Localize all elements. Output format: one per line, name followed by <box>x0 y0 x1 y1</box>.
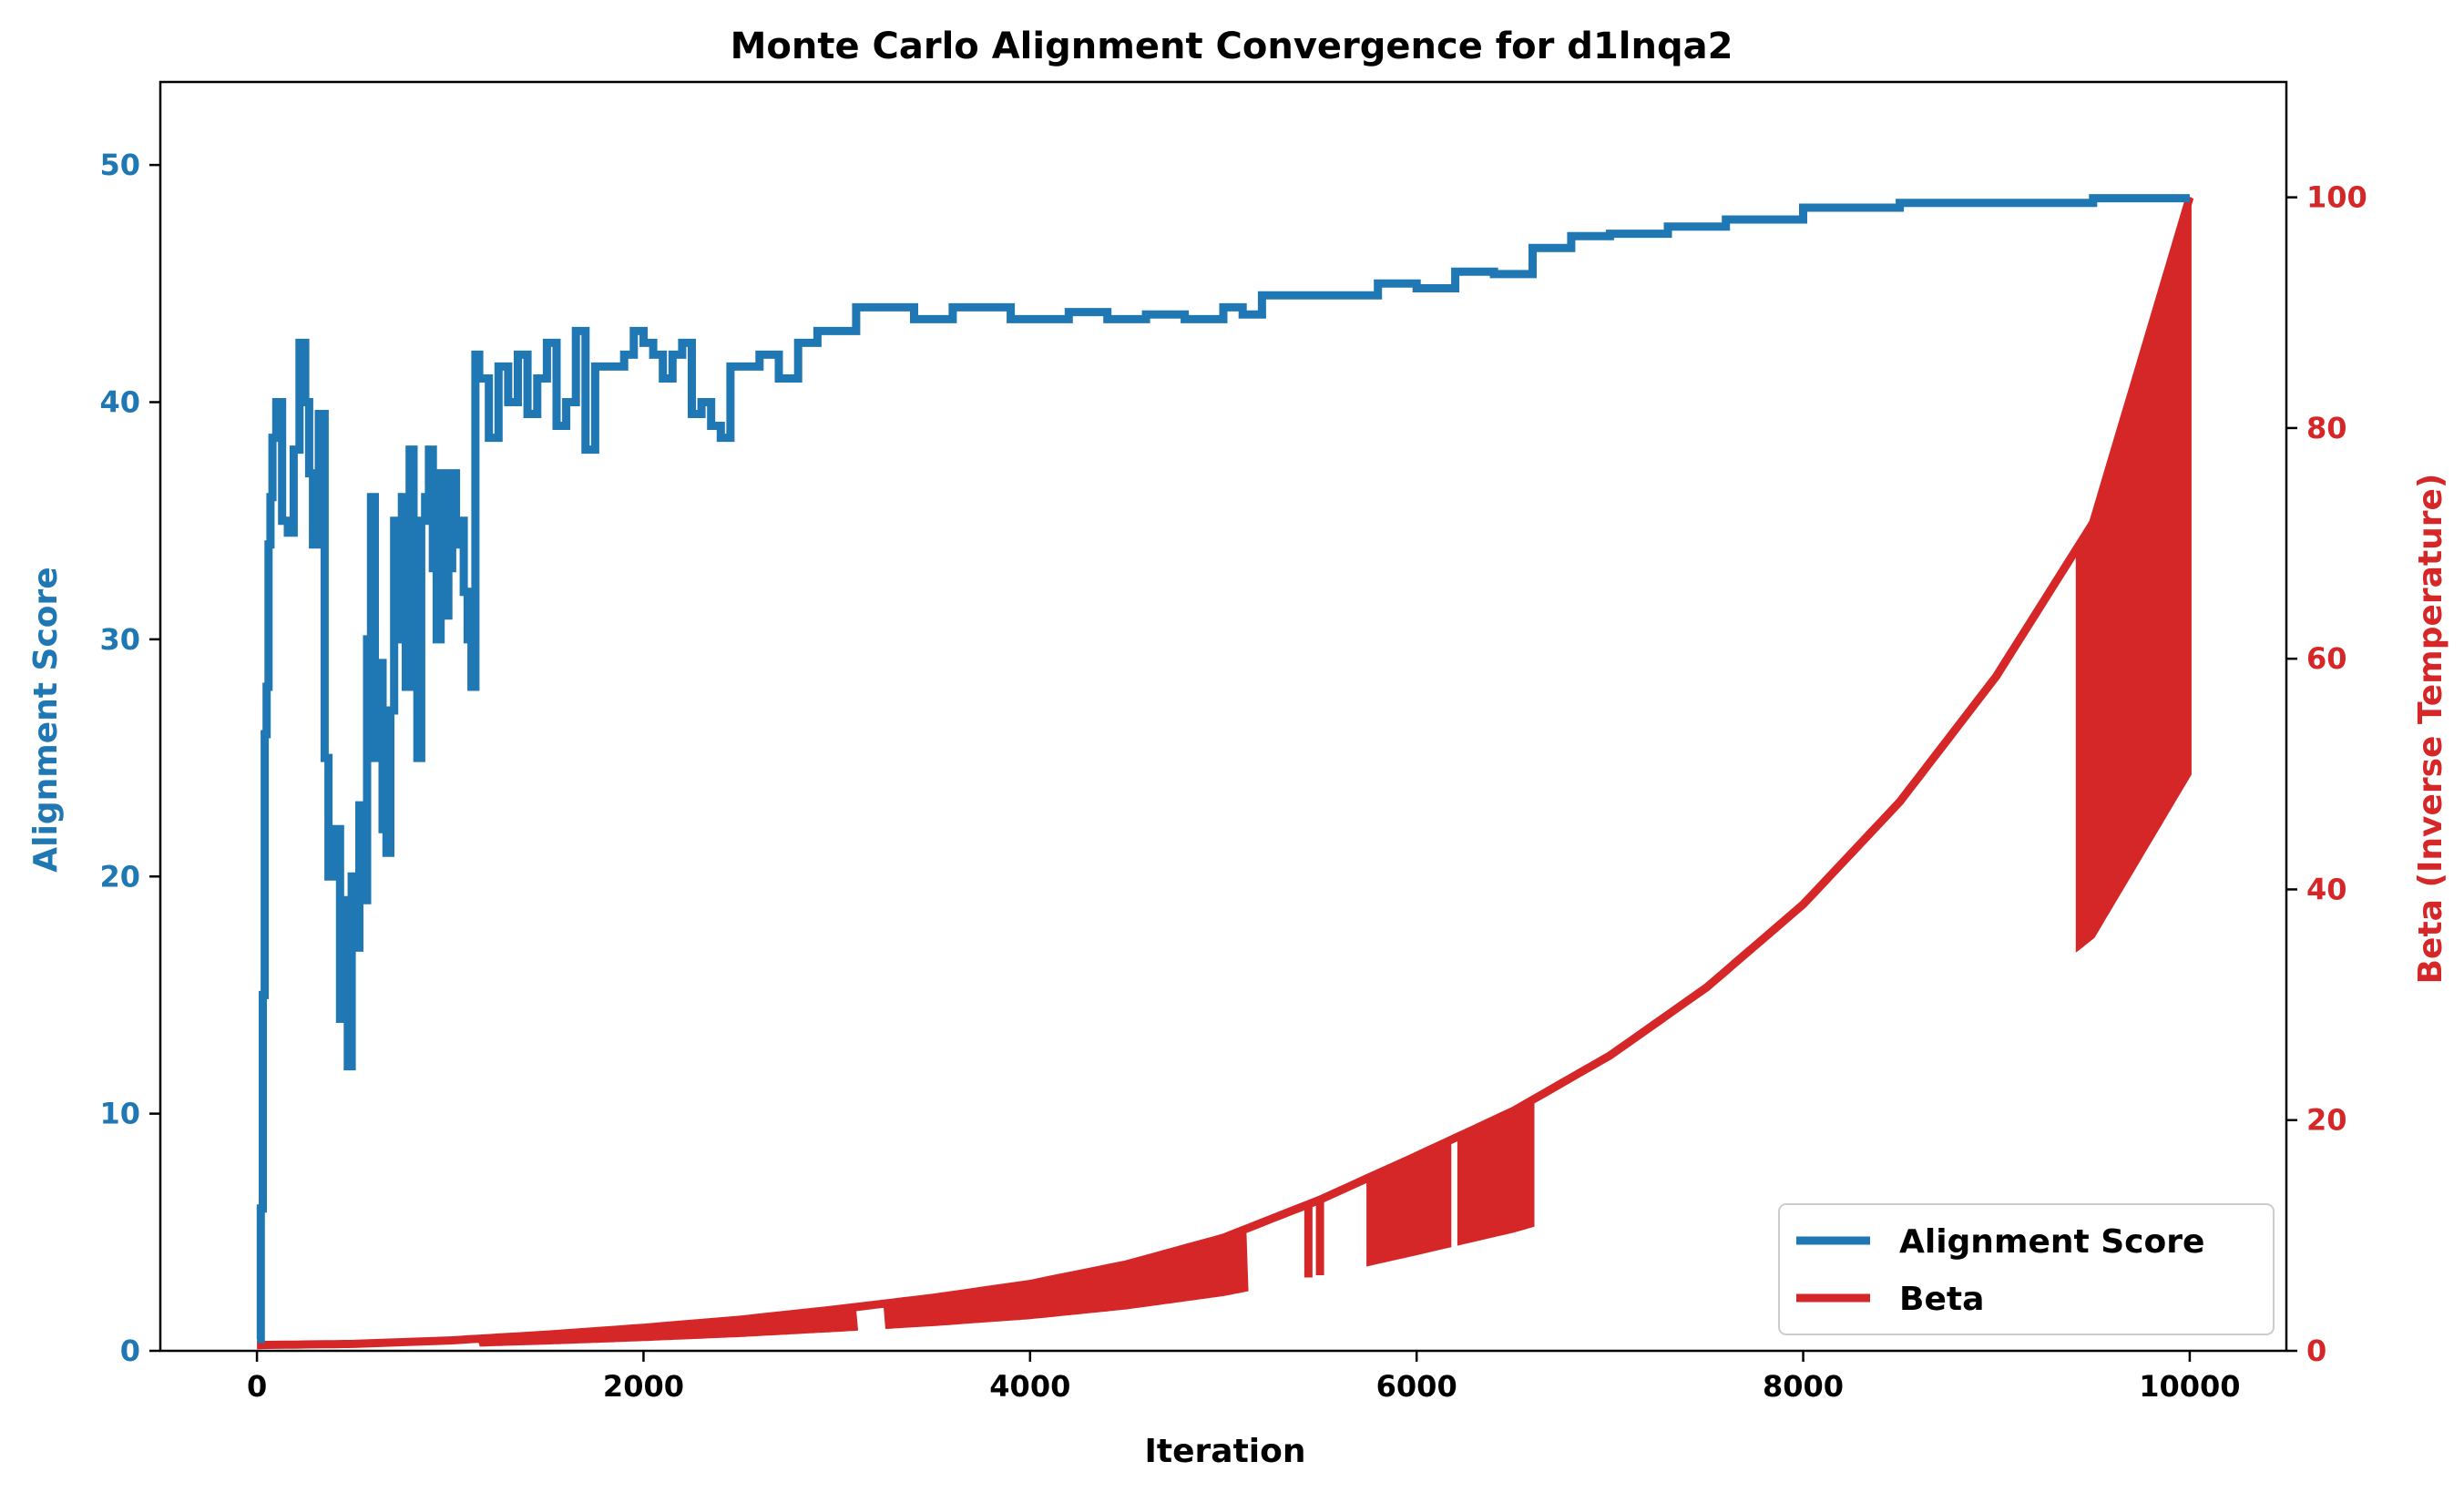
legend: Alignment Score Beta <box>1778 1203 2275 1335</box>
alignment-score-series-line <box>256 194 2190 1344</box>
right-y-tick-label: 40 <box>2306 872 2347 906</box>
x-tick-label: 2000 <box>603 1369 684 1404</box>
x-tick-label: 4000 <box>989 1369 1070 1404</box>
axes-frame <box>158 80 2288 1353</box>
beta-series-line <box>257 196 2194 1350</box>
right-y-tick-label: 80 <box>2306 411 2347 445</box>
legend-label-beta: Beta <box>1899 1281 1984 1318</box>
left-y-tick-label: 50 <box>99 148 140 182</box>
beta-oscillation-band <box>476 197 2192 1347</box>
x-axis-label: Iteration <box>1145 1433 1306 1470</box>
legend-box <box>1778 1203 2275 1335</box>
right-y-tick-label: 60 <box>2306 641 2347 676</box>
right-y-axis-ticks: 0 20 40 60 80 100 <box>2286 180 2367 1368</box>
x-tick-label: 6000 <box>1376 1369 1457 1404</box>
left-y-tick-label: 30 <box>99 622 140 657</box>
left-y-tick-label: 0 <box>120 1334 140 1368</box>
left-y-tick-label: 10 <box>99 1097 140 1131</box>
x-tick-label: 10000 <box>2139 1369 2240 1404</box>
left-y-axis-label: Alignment Score <box>27 567 65 872</box>
plot-area <box>256 194 2194 1350</box>
left-y-axis-ticks: 0 10 20 30 40 50 <box>99 148 160 1368</box>
chart-title: Monte Carlo Alignment Convergence for d1… <box>731 26 1733 67</box>
x-axis-ticks: 0 2000 4000 6000 8000 10000 <box>247 1351 2241 1404</box>
right-y-tick-label: 0 <box>2306 1334 2326 1368</box>
x-tick-label: 0 <box>247 1369 267 1404</box>
x-tick-label: 8000 <box>1763 1369 1844 1404</box>
right-y-tick-label: 20 <box>2306 1103 2347 1138</box>
legend-label-alignment-score: Alignment Score <box>1899 1223 2204 1261</box>
right-y-tick-label: 100 <box>2306 180 2367 215</box>
beta-band-segment <box>2075 197 2192 953</box>
left-y-tick-label: 20 <box>99 859 140 894</box>
right-y-axis-label: Beta (Inverse Temperature) <box>2412 474 2449 985</box>
left-y-tick-label: 40 <box>99 385 140 420</box>
